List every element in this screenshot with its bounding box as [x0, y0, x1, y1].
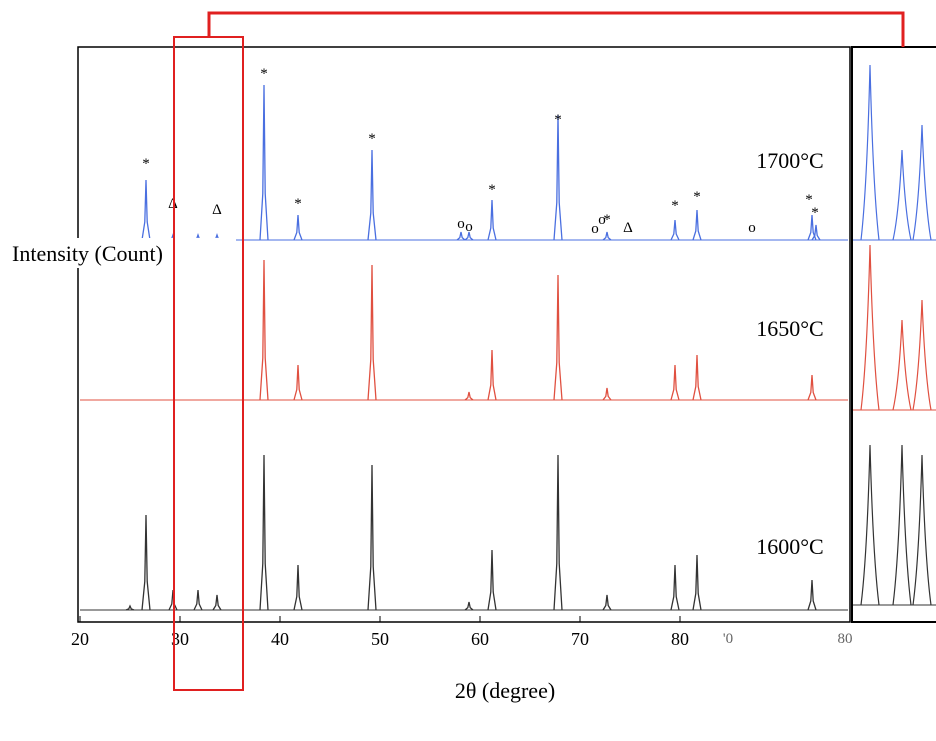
peak	[259, 259, 269, 401]
y-axis-label: Intensity (Count)	[12, 241, 163, 266]
inset-peak	[860, 444, 880, 606]
peak	[807, 579, 817, 611]
peak	[259, 84, 269, 241]
peak	[464, 601, 474, 611]
phase-marker: o	[591, 221, 599, 237]
phase-marker: o	[598, 212, 606, 228]
peak	[125, 604, 135, 611]
x-tick-label: 80	[838, 631, 853, 647]
peak	[670, 219, 680, 241]
peak	[807, 214, 817, 241]
peak	[670, 564, 680, 611]
phase-marker: *	[554, 112, 562, 128]
peak	[212, 594, 222, 611]
phase-marker: *	[603, 212, 611, 228]
peak	[464, 391, 474, 401]
phase-marker: o	[748, 220, 756, 236]
x-tick-label: 70	[571, 629, 589, 649]
inset-peak	[912, 124, 932, 241]
phase-marker: *	[142, 156, 150, 172]
peak	[367, 264, 377, 401]
peak	[141, 179, 151, 241]
phase-marker: *	[671, 198, 679, 214]
phase-marker: *	[488, 182, 496, 198]
phase-marker: o	[465, 219, 473, 235]
peak	[553, 454, 563, 611]
peak	[487, 549, 497, 611]
series-label: 1650°C	[756, 316, 823, 341]
peak	[193, 589, 203, 611]
highlight-box	[173, 36, 244, 691]
peak	[553, 114, 563, 241]
peak	[553, 274, 563, 401]
inset-peak	[892, 149, 912, 241]
bracket	[207, 11, 905, 47]
peak	[293, 364, 303, 401]
peak	[602, 231, 612, 241]
inset-peak	[892, 444, 912, 606]
x-tick-label: '0	[723, 631, 733, 647]
ylabel-bg	[8, 238, 236, 268]
x-tick-label: 30	[171, 629, 189, 649]
peak	[602, 387, 612, 401]
series-label: 1700°C	[756, 148, 823, 173]
peak	[602, 594, 612, 611]
peak	[487, 349, 497, 401]
peak	[367, 464, 377, 611]
x-tick-label: 60	[471, 629, 489, 649]
peak	[456, 231, 466, 241]
x-tick-label: 20	[71, 629, 89, 649]
inset-peak	[912, 454, 932, 606]
phase-marker: *	[368, 131, 376, 147]
peak	[367, 149, 377, 241]
peak	[670, 364, 680, 401]
x-tick-label: 50	[371, 629, 389, 649]
peak	[293, 564, 303, 611]
peak	[293, 214, 303, 241]
phase-marker: *	[811, 205, 819, 221]
peak	[259, 454, 269, 611]
phase-marker: o	[457, 216, 465, 232]
x-tick-label: 80	[671, 629, 689, 649]
phase-marker: *	[294, 196, 302, 212]
inset-peak	[892, 319, 912, 411]
peak	[141, 514, 151, 611]
phase-marker: *	[693, 189, 701, 205]
peak	[692, 209, 702, 241]
phase-marker: Δ	[212, 202, 222, 218]
x-tick-label: 40	[271, 629, 289, 649]
phase-marker: Δ	[623, 220, 633, 236]
inset-frame	[851, 46, 936, 623]
peak	[487, 199, 497, 241]
peak	[807, 374, 817, 401]
peak	[692, 554, 702, 611]
x-axis-label: 2θ (degree)	[455, 678, 555, 703]
phase-marker: *	[260, 66, 268, 82]
series-label: 1600°C	[756, 534, 823, 559]
inset-peak	[860, 244, 880, 411]
peak	[811, 224, 821, 241]
plot-frame	[77, 46, 851, 623]
peak	[464, 231, 474, 241]
phase-marker: *	[805, 192, 813, 208]
inset-peak	[912, 299, 932, 411]
peak	[692, 354, 702, 401]
inset-peak	[860, 64, 880, 241]
